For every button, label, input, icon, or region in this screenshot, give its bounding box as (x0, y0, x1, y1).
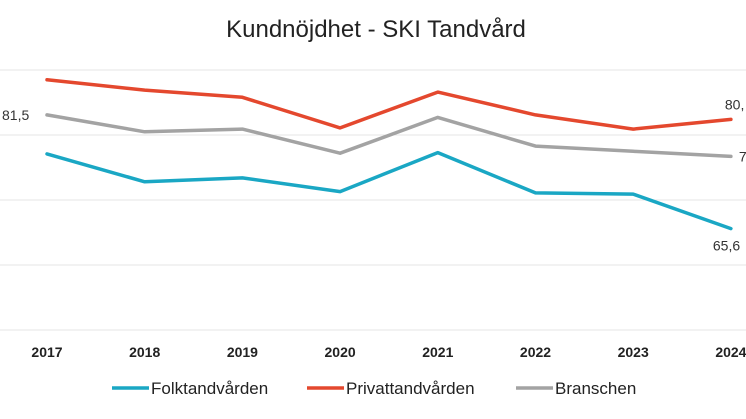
series-line-1 (45, 78, 733, 131)
x-tick-label-3: 2020 (325, 344, 356, 360)
x-tick-label-6: 2023 (618, 344, 649, 360)
legend-label-1: Privattandvården (346, 379, 475, 398)
x-tick-label-7: 2024 (715, 344, 746, 360)
x-tick-label-5: 2022 (520, 344, 551, 360)
chart-title: Kundnöjdhet - SKI Tandvård (226, 16, 526, 43)
data-labels: 81,5 80, 7 65,6 (2, 96, 746, 253)
data-label-3: 65,6 (713, 238, 740, 254)
data-label-2: 7 (739, 148, 746, 164)
gridlines (0, 69, 746, 331)
series-line-0 (45, 150, 733, 231)
legend-label-2: Branschen (555, 379, 636, 398)
x-tick-label-4: 2021 (422, 344, 453, 360)
legend: Folktandvården Privattandvården Branschen (112, 379, 636, 398)
x-tick-label-2: 2019 (227, 344, 258, 360)
series-lines (45, 78, 733, 231)
data-label-1: 80, (725, 96, 744, 112)
x-axis: 2017 2018 2019 2020 2021 2022 2023 2024 (31, 344, 746, 360)
x-tick-label-0: 2017 (31, 344, 62, 360)
legend-label-0: Folktandvården (151, 379, 268, 398)
x-tick-label-1: 2018 (129, 344, 160, 360)
data-label-0: 81,5 (2, 107, 29, 123)
series-line-2 (45, 113, 733, 159)
